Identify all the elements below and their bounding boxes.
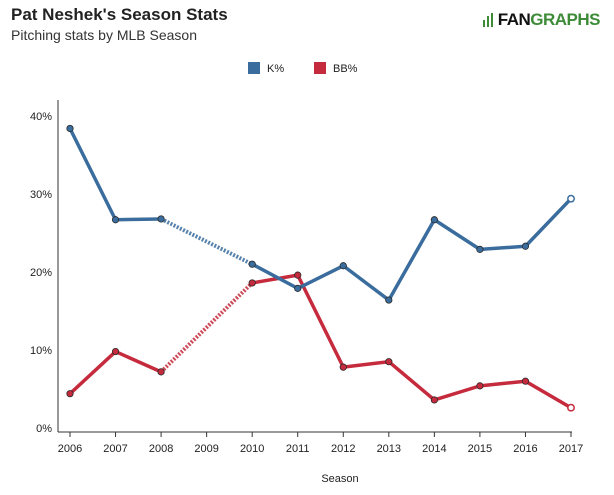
series-segment: [387, 359, 437, 402]
x-tick-label: 2008: [149, 443, 173, 455]
series-segment: [295, 273, 346, 369]
data-point: [294, 271, 302, 279]
series-segment: [68, 126, 118, 222]
data-point: [476, 245, 484, 253]
series-segment: [341, 359, 391, 369]
brand-graphs-text: GRAPHS: [530, 10, 600, 29]
x-tick-label: 2015: [468, 443, 492, 455]
data-point: [66, 124, 74, 133]
data-point: [111, 216, 120, 224]
data-point: [521, 377, 530, 385]
x-tick-label: 2009: [194, 443, 218, 455]
fangraphs-logo[interactable]: FAN GRAPHS: [482, 10, 600, 30]
legend-swatch: [248, 62, 260, 74]
data-point: [294, 284, 302, 292]
series-segment: [113, 217, 163, 222]
data-point: [248, 260, 256, 268]
data-point: [248, 279, 256, 287]
y-tick-label: 10%: [30, 345, 52, 357]
data-point: [157, 368, 165, 376]
chart-subtitle: Pitching stats by MLB Season: [11, 27, 197, 43]
y-tick-label: 30%: [30, 189, 52, 201]
x-tick-label: 2011: [286, 443, 310, 455]
data-point: [385, 358, 393, 366]
x-tick-label: 2016: [513, 443, 537, 455]
series-segment: [250, 273, 300, 285]
series-segment: [523, 196, 573, 249]
data-point-open: [567, 403, 575, 412]
series-gap-segment: [160, 217, 254, 266]
data-point: [339, 363, 347, 371]
data-point: [430, 216, 438, 224]
x-tick-label: 2007: [103, 443, 127, 455]
brand-fan-text: FAN: [497, 10, 531, 29]
data-point: [430, 396, 438, 404]
fangraphs-leaf-icon: [482, 13, 493, 27]
data-point: [521, 242, 530, 250]
data-point: [385, 296, 393, 304]
x-tick-label: 2010: [240, 443, 264, 455]
chart-title: Pat Neshek's Season Stats: [11, 5, 228, 24]
series-segment: [432, 384, 482, 402]
series-segment: [478, 244, 528, 252]
series-segment: [68, 349, 118, 396]
series-segment: [113, 349, 163, 374]
series-segment: [523, 379, 573, 410]
x-axis-title: Season: [321, 473, 358, 485]
data-point: [339, 262, 347, 270]
legend-swatch: [314, 62, 326, 74]
series-segment: [387, 217, 437, 302]
x-tick-label: 2017: [559, 443, 583, 455]
x-tick-label: 2006: [58, 443, 82, 455]
data-point: [476, 382, 484, 390]
x-tick-label: 2012: [331, 443, 355, 455]
series-gap-segment: [159, 281, 254, 374]
y-tick-label: 40%: [30, 111, 52, 123]
series-segment: [478, 379, 528, 388]
y-tick-label: 0%: [36, 423, 52, 435]
series-segment: [432, 217, 482, 252]
series-segment: [295, 264, 346, 291]
legend-label: K%: [267, 63, 284, 75]
data-point: [157, 215, 165, 223]
y-tick-label: 20%: [30, 267, 52, 279]
x-tick-label: 2014: [422, 443, 446, 455]
series-segment: [250, 262, 300, 291]
series-segment: [341, 264, 391, 302]
data-point: [66, 390, 74, 398]
data-point: [111, 347, 120, 356]
x-tick-label: 2013: [377, 443, 401, 455]
legend-label: BB%: [333, 63, 358, 75]
data-point-open: [567, 194, 575, 203]
